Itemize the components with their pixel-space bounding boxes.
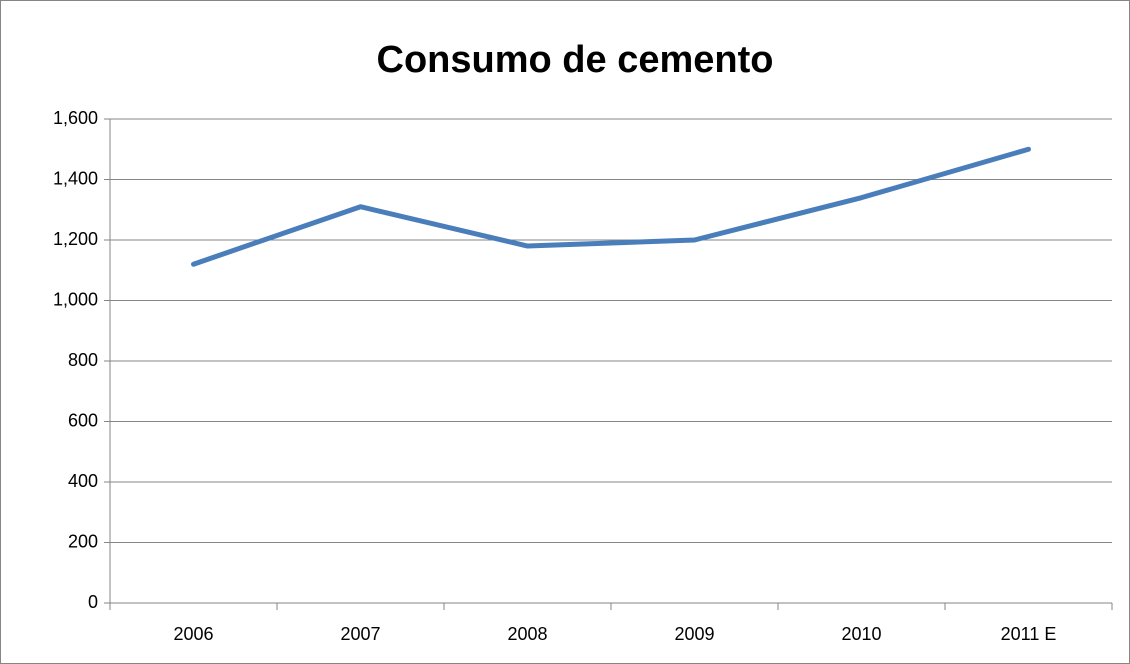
y-tick-label: 800 xyxy=(68,350,98,370)
x-tick-label: 2007 xyxy=(340,624,380,644)
y-tick-label: 400 xyxy=(68,471,98,491)
chart-title: Consumo de cemento xyxy=(377,39,774,81)
series-line xyxy=(191,146,1031,267)
y-tick-label: 1,200 xyxy=(53,229,98,249)
y-tick-label: 200 xyxy=(68,531,98,551)
y-tick-label: 600 xyxy=(68,410,98,430)
y-tick-label: 1,400 xyxy=(53,168,98,188)
y-tick-label: 0 xyxy=(88,592,98,612)
y-tick-label: 1,000 xyxy=(53,289,98,309)
y-tick-label: 1,600 xyxy=(53,108,98,128)
x-tick-label: 2010 xyxy=(841,624,881,644)
x-tick-label: 2006 xyxy=(173,624,213,644)
x-tick-label: 2009 xyxy=(674,624,714,644)
x-tick-label: 2008 xyxy=(507,624,547,644)
x-tick-label: 2011 E xyxy=(1001,624,1057,644)
